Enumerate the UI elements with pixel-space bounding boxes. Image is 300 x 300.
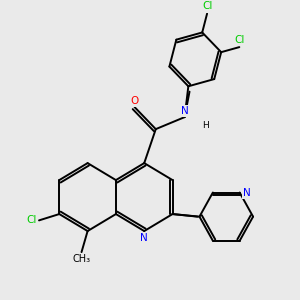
Text: H: H xyxy=(202,121,209,130)
Text: Cl: Cl xyxy=(234,35,244,45)
Text: Cl: Cl xyxy=(202,2,212,11)
Text: O: O xyxy=(130,96,139,106)
Text: N: N xyxy=(140,233,148,243)
Text: N: N xyxy=(181,106,188,116)
Text: N: N xyxy=(244,188,251,197)
Text: Cl: Cl xyxy=(26,215,37,225)
Text: CH₃: CH₃ xyxy=(73,254,91,264)
